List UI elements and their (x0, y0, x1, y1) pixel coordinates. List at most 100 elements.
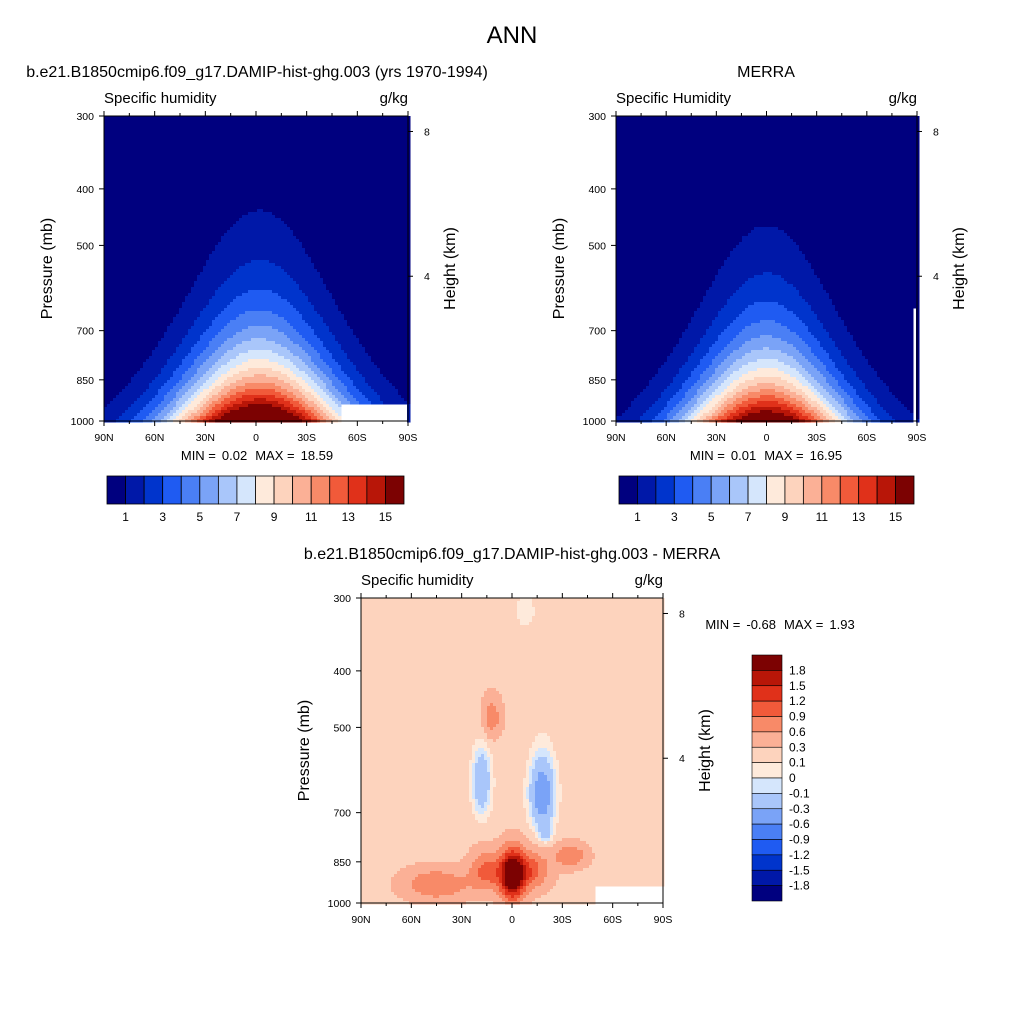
field-cell (359, 122, 363, 126)
field-cell (368, 158, 372, 162)
field-cell (257, 155, 261, 159)
field-cell (182, 179, 186, 183)
field-cell (374, 242, 378, 246)
field-cell (110, 137, 114, 141)
field-cell (353, 116, 357, 120)
field-cell (290, 149, 294, 153)
field-cell (332, 164, 336, 168)
field-cell (197, 245, 201, 249)
field-cell (212, 206, 216, 210)
field-cell (266, 224, 270, 228)
field-cell (146, 251, 150, 255)
field-cell (365, 134, 369, 138)
field-cell (191, 155, 195, 159)
field-cell (122, 221, 126, 225)
field-cell (371, 200, 375, 204)
field-cell (173, 158, 177, 162)
field-cell (404, 143, 408, 147)
field-cell (266, 119, 270, 123)
field-cell (116, 185, 120, 189)
field-cell (200, 206, 204, 210)
field-cell (230, 158, 234, 162)
field-cell (317, 140, 321, 144)
field-cell (368, 191, 372, 195)
field-cell (146, 197, 150, 201)
field-cell (266, 173, 270, 177)
field-cell (113, 197, 117, 201)
field-cell (350, 215, 354, 219)
field-cell (128, 140, 132, 144)
field-cell (287, 179, 291, 183)
field-cell (266, 176, 270, 180)
field-cell (383, 251, 387, 255)
field-cell (122, 197, 126, 201)
field-cell (404, 200, 408, 204)
field-cell (383, 173, 387, 177)
field-cell (251, 200, 255, 204)
field-cell (221, 158, 225, 162)
field-cell (329, 194, 333, 198)
field-cell (347, 218, 351, 222)
field-cell (386, 143, 390, 147)
field-cell (146, 215, 150, 219)
field-cell (389, 203, 393, 207)
field-cell (152, 218, 156, 222)
field-cell (161, 182, 165, 186)
field-cell (362, 134, 366, 138)
field-cell (233, 242, 237, 246)
field-cell (344, 218, 348, 222)
field-cell (401, 215, 405, 219)
field-cell (287, 155, 291, 159)
field-cell (107, 185, 111, 189)
field-cell (320, 116, 324, 120)
field-cell (173, 161, 177, 165)
field-cell (362, 200, 366, 204)
field-cell (398, 236, 402, 240)
field-cell (326, 182, 330, 186)
field-cell (227, 128, 231, 132)
field-cell (254, 116, 258, 120)
field-cell (269, 158, 273, 162)
field-cell (401, 221, 405, 225)
field-cell (314, 161, 318, 165)
field-cell (323, 176, 327, 180)
field-cell (152, 155, 156, 159)
field-cell (380, 122, 384, 126)
field-cell (218, 224, 222, 228)
field-cell (236, 155, 240, 159)
field-cell (362, 116, 366, 120)
field-cell (176, 203, 180, 207)
field-cell (296, 212, 300, 216)
field-cell (176, 233, 180, 237)
field-cell (380, 140, 384, 144)
field-cell (284, 185, 288, 189)
field-cell (404, 164, 408, 168)
field-cell (257, 131, 261, 135)
field-cell (377, 149, 381, 153)
field-cell (128, 227, 132, 231)
field-cell (296, 128, 300, 132)
field-cell (329, 134, 333, 138)
field-cell (104, 179, 108, 183)
field-cell (191, 242, 195, 246)
field-cell (362, 188, 366, 192)
field-cell (158, 122, 162, 126)
field-cell (368, 218, 372, 222)
field-cell (335, 188, 339, 192)
field-cell (128, 239, 132, 243)
field-cell (350, 221, 354, 225)
field-cell (362, 179, 366, 183)
field-cell (332, 152, 336, 156)
field-cell (365, 128, 369, 132)
field-cell (383, 209, 387, 213)
field-cell (362, 152, 366, 156)
field-cell (161, 194, 165, 198)
field-cell (161, 221, 165, 225)
field-cell (362, 164, 366, 168)
field-cell (368, 197, 372, 201)
field-cell (188, 140, 192, 144)
field-cell (230, 161, 234, 165)
field-cell (365, 149, 369, 153)
field-cell (140, 197, 144, 201)
field-cell (362, 143, 366, 147)
